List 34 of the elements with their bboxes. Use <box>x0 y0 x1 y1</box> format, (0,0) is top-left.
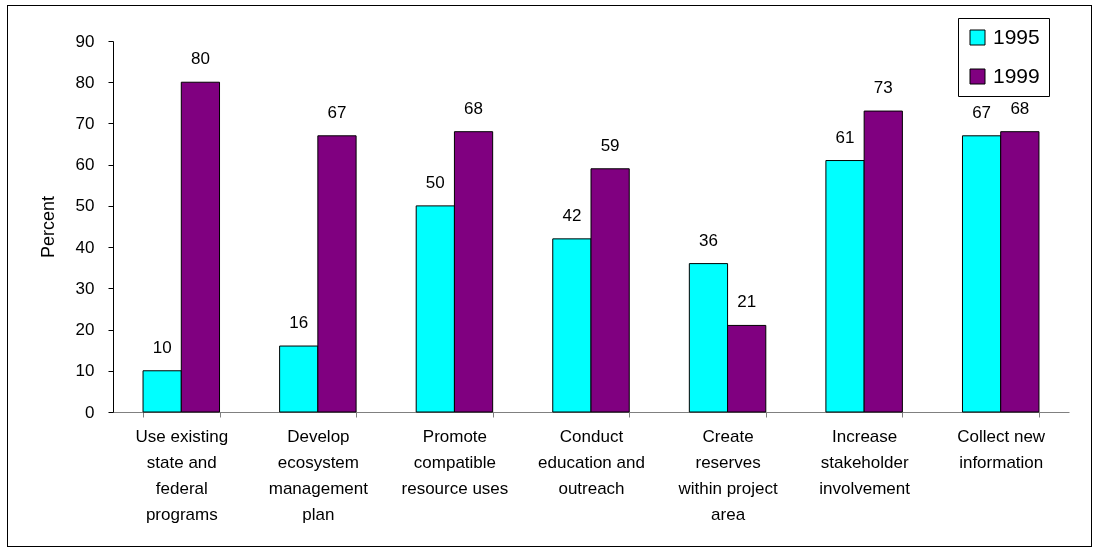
legend-label: 1999 <box>993 63 1040 87</box>
legend-label: 1995 <box>993 24 1040 48</box>
data-label: 42 <box>562 205 582 225</box>
x-tick-label: Create reserves within project area <box>677 426 778 524</box>
y-tick-label: 60 <box>75 155 95 175</box>
data-label: 21 <box>737 292 757 312</box>
x-tick-label: Use existing state and federal programs <box>135 426 229 524</box>
y-tick-label: 50 <box>75 196 95 216</box>
y-tick-label: 70 <box>75 113 95 133</box>
data-label: 68 <box>1010 98 1030 118</box>
y-axis-title: Percent <box>37 195 58 259</box>
data-label: 61 <box>835 127 855 147</box>
data-label: 50 <box>425 172 445 192</box>
y-tick-label: 20 <box>75 320 95 340</box>
data-label: 59 <box>600 135 620 155</box>
data-label: 80 <box>190 49 210 69</box>
y-tick-label: 80 <box>75 72 95 92</box>
data-label: 73 <box>873 78 893 98</box>
x-tick-label: Increase stakeholder involvement <box>819 426 911 498</box>
y-tick-label: 0 <box>85 402 95 422</box>
x-tick-label: Develop ecosystem management plan <box>268 426 369 524</box>
x-tick-label: Collect new information <box>957 426 1046 472</box>
y-tick-label: 40 <box>75 237 95 257</box>
x-tick-label: Conduct education and outreach <box>538 426 645 498</box>
x-tick-label: Promote compatible resource uses <box>401 426 509 498</box>
data-label: 16 <box>289 313 309 333</box>
data-label: 10 <box>152 337 172 357</box>
data-label: 67 <box>972 102 992 122</box>
data-label: 67 <box>327 102 347 122</box>
data-label: 68 <box>464 98 484 118</box>
data-label: 36 <box>698 230 718 250</box>
y-tick-label: 10 <box>75 361 95 381</box>
y-tick-label: 90 <box>75 31 95 51</box>
y-tick-label: 30 <box>75 278 95 298</box>
